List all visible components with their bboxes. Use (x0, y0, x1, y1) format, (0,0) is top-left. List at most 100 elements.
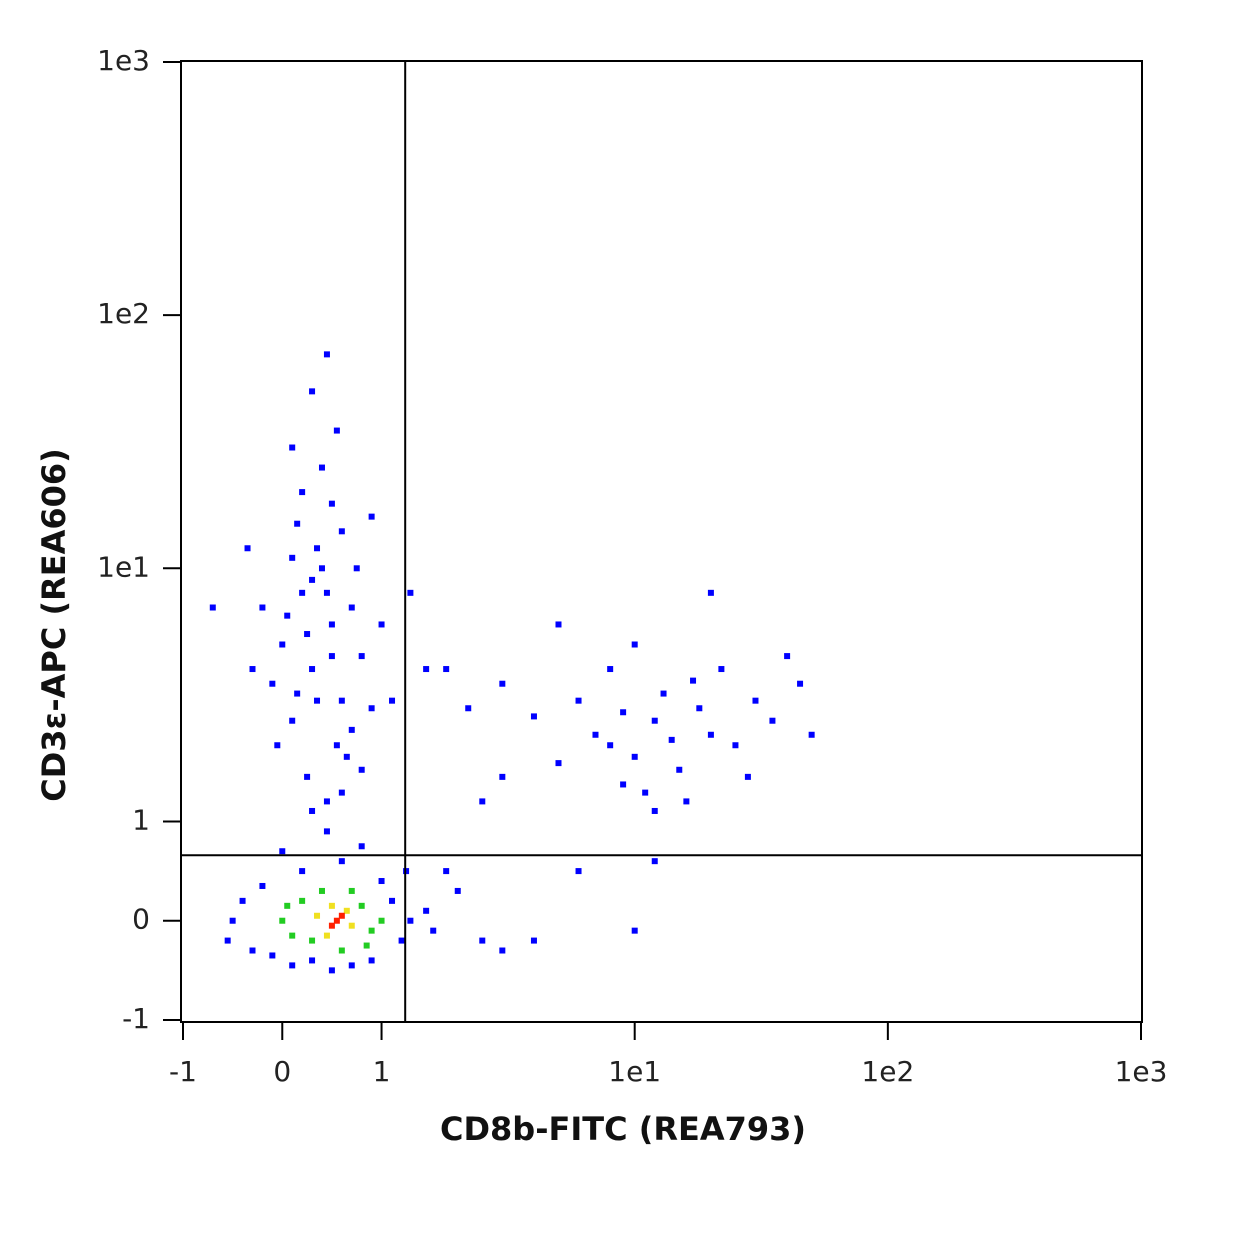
event-dot (299, 897, 306, 904)
event-dot (651, 717, 658, 724)
event-dot (309, 666, 316, 673)
event-dot (323, 828, 330, 835)
event-dot (279, 848, 286, 855)
event-dot (338, 912, 345, 919)
event-dot (732, 742, 739, 749)
event-dot (338, 789, 345, 796)
event-dot (378, 621, 385, 628)
event-dot (389, 897, 396, 904)
event-dot (279, 641, 286, 648)
event-dot (620, 709, 627, 716)
event-dot (651, 807, 658, 814)
event-dot (328, 967, 335, 974)
event-dot (323, 798, 330, 805)
event-dot (318, 887, 325, 894)
event-dot (309, 388, 316, 395)
event-dot (348, 604, 355, 611)
event-dot (607, 666, 614, 673)
event-dot (338, 947, 345, 954)
event-dot (318, 464, 325, 471)
event-dot (683, 798, 690, 805)
event-dot (718, 666, 725, 673)
plot-frame (180, 60, 1143, 1023)
event-dot (651, 858, 658, 865)
event-dot (443, 868, 450, 875)
y-tick-label: 0 (132, 903, 150, 936)
x-tick-label: 0 (273, 1055, 291, 1088)
y-tick-label: 1 (132, 803, 150, 836)
event-dot (309, 937, 316, 944)
event-dot (294, 520, 301, 527)
event-dot (378, 878, 385, 885)
event-dot (289, 962, 296, 969)
event-dot (398, 937, 405, 944)
event-dot (274, 742, 281, 749)
event-dot (338, 528, 345, 535)
event-dot (294, 690, 301, 697)
event-dot (249, 666, 256, 673)
event-dot (304, 773, 311, 780)
event-dot (314, 545, 321, 552)
y-tick-label: -1 (122, 1002, 150, 1035)
event-dot (363, 942, 370, 949)
event-dot (631, 927, 638, 934)
event-dot (555, 621, 562, 628)
event-dot (309, 576, 316, 583)
x-tick-label: 1e1 (608, 1055, 661, 1088)
event-dot (353, 565, 360, 572)
event-dot (620, 781, 627, 788)
event-dot (607, 742, 614, 749)
event-dot (343, 907, 350, 914)
event-dot (318, 565, 325, 572)
event-dot (499, 680, 506, 687)
event-dot (631, 641, 638, 648)
event-dot (808, 731, 815, 738)
event-dot (304, 631, 311, 638)
event-dot (328, 653, 335, 660)
event-dot (259, 604, 266, 611)
event-dot (696, 705, 703, 712)
event-dot (229, 917, 236, 924)
event-dot (676, 766, 683, 773)
event-dot (239, 897, 246, 904)
event-dot (333, 917, 340, 924)
event-dot (333, 742, 340, 749)
event-dot (797, 680, 804, 687)
event-dot (368, 957, 375, 964)
event-dot (289, 717, 296, 724)
event-dot (479, 798, 486, 805)
event-dot (244, 545, 251, 552)
event-dot (358, 843, 365, 850)
event-dot (289, 554, 296, 561)
event-dot (284, 902, 291, 909)
event-dot (358, 653, 365, 660)
event-dot (423, 907, 430, 914)
event-dot (309, 957, 316, 964)
x-tick-label: 1 (373, 1055, 391, 1088)
event-dot (642, 789, 649, 796)
event-dot (328, 902, 335, 909)
event-dot (323, 589, 330, 596)
event-dot (423, 666, 430, 673)
event-dot (314, 697, 321, 704)
event-dot (259, 882, 266, 889)
event-dot (269, 952, 276, 959)
event-dot (358, 766, 365, 773)
event-dot (299, 589, 306, 596)
event-dot (499, 773, 506, 780)
event-dot (784, 653, 791, 660)
event-dot (249, 947, 256, 954)
event-dot (343, 753, 350, 760)
event-dot (269, 680, 276, 687)
y-tick-label: 1e2 (97, 297, 150, 330)
event-dot (707, 589, 714, 596)
event-dot (338, 697, 345, 704)
event-dot (224, 937, 231, 944)
event-dot (299, 868, 306, 875)
event-dot (479, 937, 486, 944)
y-tick-label: 1e3 (97, 44, 150, 77)
event-dot (299, 489, 306, 496)
event-dot (389, 697, 396, 704)
